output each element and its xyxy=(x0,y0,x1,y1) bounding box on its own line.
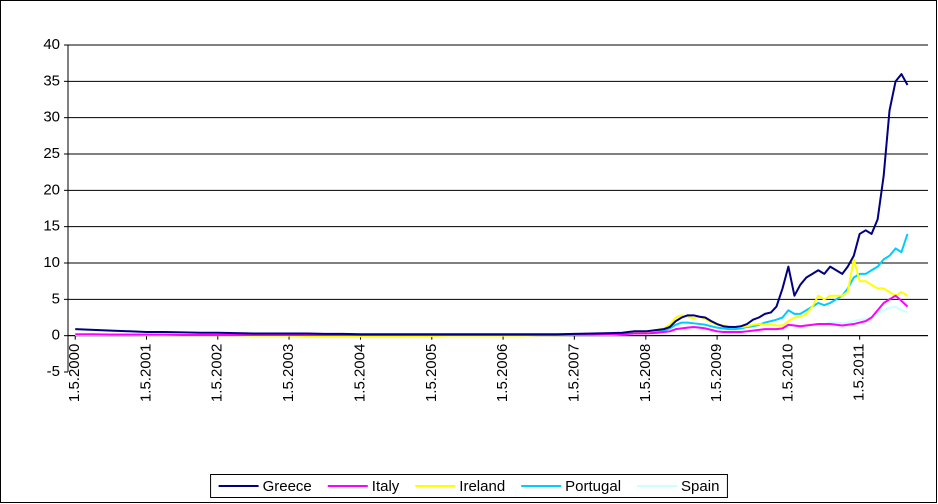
legend-item: Greece xyxy=(218,478,312,495)
x-tick-label: 1.5.2011 xyxy=(851,344,868,401)
x-tick-label: 1.5.2006 xyxy=(494,344,511,402)
y-tick-label: -5 xyxy=(47,363,60,380)
x-tick-label: 1.5.2004 xyxy=(351,344,368,402)
series-line xyxy=(75,258,909,338)
x-tick-label: 1.5.2005 xyxy=(423,344,440,402)
x-tick-label: 1.5.2001 xyxy=(137,344,154,402)
x-tick-label: 1.5.2000 xyxy=(66,344,83,402)
y-tick-label: 25 xyxy=(43,145,60,162)
y-tick-label: 40 xyxy=(43,36,60,53)
legend-item: Spain xyxy=(637,478,719,495)
legend-label: Portugal xyxy=(565,478,621,495)
x-tick-label: 1.5.2010 xyxy=(779,344,796,402)
legend-label: Italy xyxy=(372,478,400,495)
x-tick-label: 1.5.2009 xyxy=(708,344,725,402)
y-tick-label: 35 xyxy=(43,72,60,89)
y-tick-label: 0 xyxy=(52,327,60,344)
y-tick-label: 15 xyxy=(43,218,60,235)
x-tick-label: 1.5.2003 xyxy=(280,344,297,402)
y-tick-label: 5 xyxy=(52,290,60,307)
legend-item: Italy xyxy=(327,478,400,495)
legend-item: Portugal xyxy=(521,478,621,495)
y-tick-label: 30 xyxy=(43,109,60,126)
x-tick-label: 1.5.2007 xyxy=(565,344,582,402)
x-tick-label: 1.5.2002 xyxy=(209,344,226,402)
legend-item: Ireland xyxy=(415,478,505,495)
legend-label: Spain xyxy=(681,478,719,495)
legend-label: Ireland xyxy=(459,478,505,495)
y-tick-label: 10 xyxy=(43,254,60,271)
x-tick-label: 1.5.2008 xyxy=(637,344,654,402)
series-line xyxy=(75,294,909,336)
y-tick-label: 20 xyxy=(43,181,60,198)
legend: Greece Italy Ireland Portugal Spain xyxy=(210,474,728,498)
series-line xyxy=(75,73,909,336)
legend-label: Greece xyxy=(263,478,312,495)
legend-box xyxy=(210,474,728,498)
